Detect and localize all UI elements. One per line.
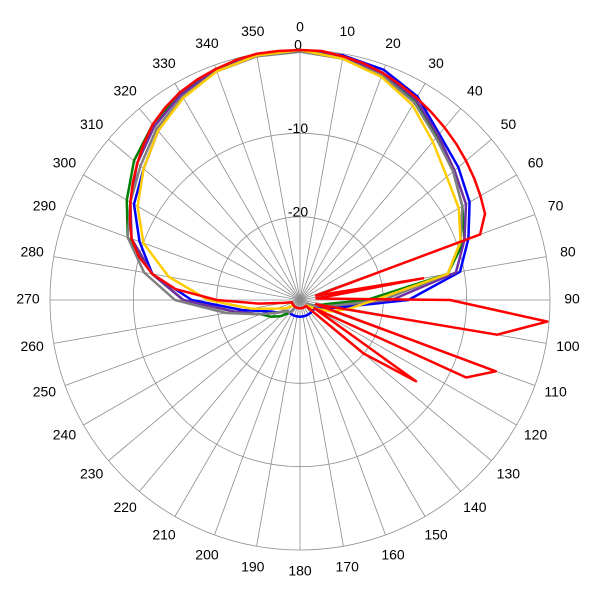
angle-tick-label: 270	[16, 291, 40, 307]
angle-grid-line	[299, 299, 386, 536]
angle-tick-label: 290	[33, 198, 57, 214]
radial-tick-label: -10	[288, 120, 308, 136]
angle-grid-line	[174, 83, 301, 301]
angle-tick-label: 180	[288, 563, 312, 579]
angle-tick-label: 210	[152, 526, 176, 542]
angle-tick-label: 190	[241, 559, 265, 575]
angle-tick-label: 60	[528, 155, 544, 171]
angle-grid-line	[256, 53, 301, 301]
angle-grid-line	[83, 174, 301, 301]
angle-grid-line	[256, 299, 301, 547]
angle-grid-line	[64, 214, 301, 301]
angle-grid-line	[138, 299, 301, 492]
angle-tick-label: 320	[113, 82, 137, 98]
angle-tick-label: 240	[53, 427, 77, 443]
angle-tick-label: 80	[560, 243, 576, 259]
angle-grid-line	[299, 299, 462, 492]
angle-tick-label: 110	[544, 384, 567, 400]
radial-tick-label: -20	[288, 203, 308, 219]
angle-grid-line	[83, 299, 301, 426]
series-line	[132, 48, 471, 318]
angle-grid-line	[299, 108, 462, 301]
angle-tick-label: 220	[113, 499, 137, 515]
angle-tick-label: 280	[20, 243, 44, 259]
angle-grid-line	[53, 256, 301, 301]
angle-grid-line	[299, 53, 344, 301]
angle-tick-label: 130	[497, 466, 521, 482]
angle-tick-label: 30	[428, 55, 444, 71]
angle-tick-label: 90	[564, 291, 580, 307]
angle-tick-label: 70	[548, 198, 564, 214]
angle-tick-label: 260	[20, 338, 44, 354]
angle-tick-label: 200	[195, 546, 219, 562]
angle-tick-label: 310	[80, 116, 104, 132]
radial-grid-circle	[132, 132, 468, 468]
angle-tick-label: 10	[339, 23, 355, 39]
series-line	[128, 48, 549, 383]
angle-grid-line	[138, 108, 301, 301]
angle-grid-line	[174, 299, 301, 517]
angle-tick-label: 120	[524, 427, 548, 443]
angle-grid-line	[214, 64, 301, 301]
angle-grid-line	[53, 299, 301, 344]
series-line	[129, 48, 468, 316]
angle-tick-label: 100	[556, 338, 580, 354]
angle-grid-line	[299, 64, 386, 301]
angle-grid-line	[299, 299, 517, 426]
angle-tick-label: 50	[501, 116, 517, 132]
angle-grid-line	[299, 83, 426, 301]
angle-tick-label: 140	[463, 499, 487, 515]
angle-tick-label: 160	[381, 546, 405, 562]
angle-tick-label: 20	[385, 35, 401, 51]
angle-tick-label: 350	[241, 23, 265, 39]
angle-tick-label: 150	[424, 526, 448, 542]
angle-grid-line	[108, 299, 301, 462]
angle-tick-label: 170	[336, 559, 360, 575]
angle-tick-label: 40	[467, 82, 483, 98]
angle-grid-line	[299, 299, 426, 517]
angle-grid-line	[299, 138, 492, 301]
angle-tick-label: 330	[152, 55, 176, 71]
angle-tick-label: 0	[296, 19, 304, 35]
angle-tick-label: 230	[80, 466, 104, 482]
angle-grid-line	[299, 299, 344, 547]
angle-tick-label: 340	[195, 35, 219, 51]
angle-tick-label: 250	[33, 384, 57, 400]
angle-tick-label: 300	[53, 155, 77, 171]
angle-grid-line	[214, 299, 301, 536]
radial-tick-label: 0	[294, 37, 302, 53]
